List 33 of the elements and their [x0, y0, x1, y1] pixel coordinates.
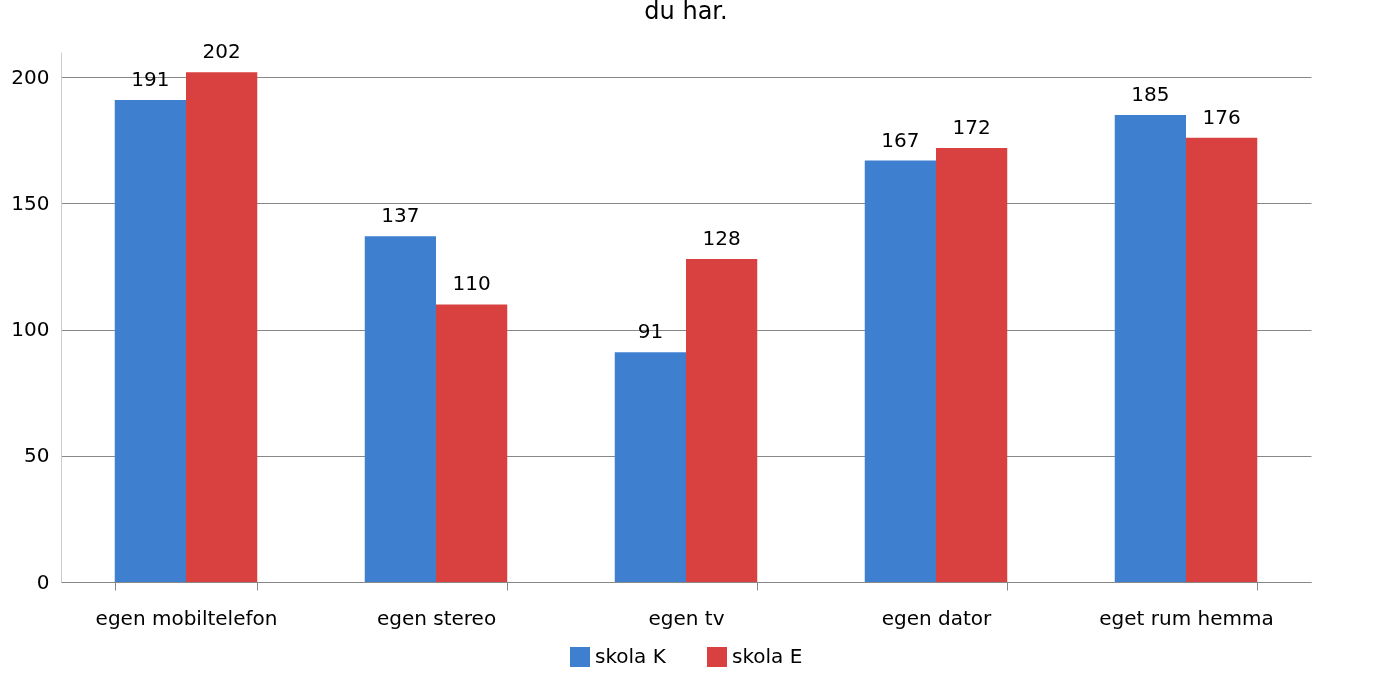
- bar: [864, 160, 936, 582]
- y-tick-label: 50: [24, 443, 50, 468]
- bar: [1114, 115, 1186, 582]
- bar: [364, 236, 436, 582]
- bar: [686, 258, 758, 582]
- bar: [114, 99, 186, 582]
- x-tick-label: egen dator: [881, 605, 993, 630]
- y-tick-label: 100: [11, 317, 50, 342]
- bar: [936, 147, 1008, 582]
- data-label: 91: [637, 319, 664, 344]
- y-tick-label: 150: [11, 190, 50, 215]
- data-label: 185: [1131, 82, 1170, 107]
- y-tick-label: 200: [11, 64, 50, 89]
- legend-label: skola E: [732, 644, 803, 668]
- data-label: 137: [381, 203, 420, 228]
- legend-label: skola K: [595, 644, 667, 668]
- chart-title: du har.: [644, 0, 728, 26]
- data-label: 202: [202, 39, 241, 64]
- data-label: 191: [131, 66, 170, 91]
- x-tick-label: egen tv: [648, 605, 725, 630]
- bar: [436, 304, 508, 582]
- bar: [186, 72, 258, 582]
- bar: [1186, 137, 1258, 582]
- y-tick-label: 0: [36, 569, 50, 594]
- bar: [614, 352, 686, 582]
- data-label: 128: [702, 225, 741, 250]
- data-label: 167: [881, 127, 920, 152]
- x-tick-label: egen mobiltelefon: [95, 605, 278, 630]
- data-label: 110: [452, 271, 491, 296]
- x-tick-label: egen stereo: [376, 605, 497, 630]
- data-label: 172: [952, 114, 991, 139]
- data-label: 176: [1202, 104, 1241, 129]
- x-tick-label: eget rum hemma: [1099, 605, 1274, 630]
